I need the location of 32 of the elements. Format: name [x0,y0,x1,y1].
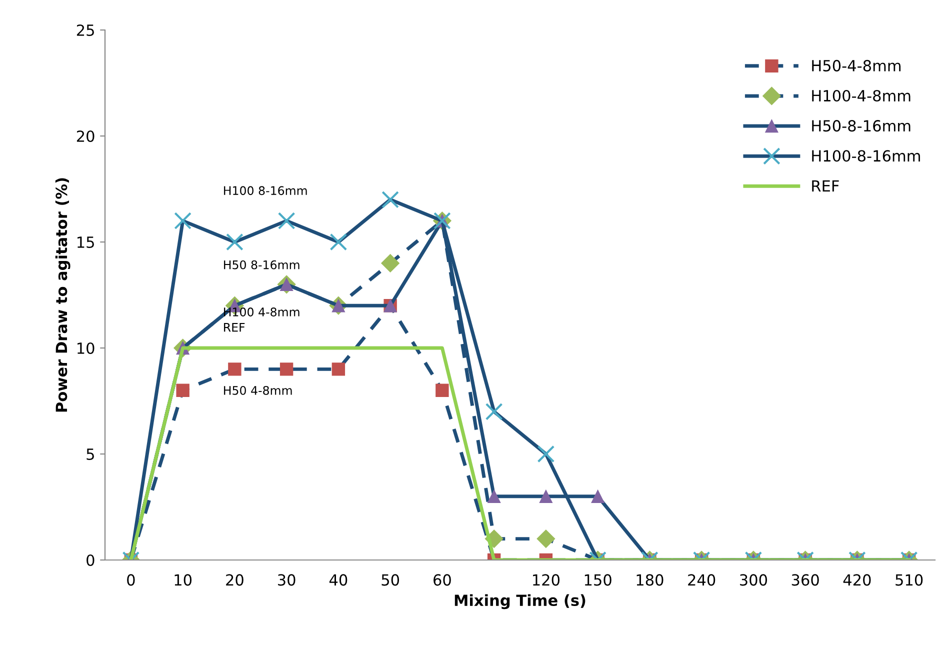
x-tick-label: 60 [434,574,451,586]
y-tick-label: 10 [78,342,94,354]
annotation: H50 8-16mm [224,260,300,270]
x-axis-title: Mixing Time (s) [454,594,586,610]
x-tick-label: 420 [843,574,871,586]
x-tick-label: 510 [896,574,923,586]
y-tick-label: 5 [86,448,94,460]
legend-label: H100-8-16mm [812,150,920,162]
x-tick-label: 0 [127,574,135,586]
x-tick-label: 150 [584,574,612,586]
y-tick-label: 0 [86,554,94,566]
legend-label: H50-4-8mm [812,60,901,72]
x-tick-label: 40 [329,574,348,586]
annotation: H50 4-8mm [224,386,292,395]
y-tick-label: 25 [76,24,94,36]
x-tick-label: 120 [533,574,560,586]
annotation: REF [224,323,245,332]
x-tick-label: 300 [740,574,768,586]
x-tick-label: 10 [174,574,192,586]
x-tick-label: 20 [226,574,244,586]
y-axis-title: Power Draw to agitator (%) [55,178,70,412]
x-tick-label: 240 [688,574,716,586]
legend-label: REF [812,180,839,192]
y-tick-label: 15 [78,236,94,248]
annotation: H100 8-16mm [224,186,307,196]
y-tick-label: 20 [76,130,94,142]
legend-label: H100-4-8mm [812,90,910,102]
x-tick-label: 360 [792,574,819,586]
legend-label: H50-8-16mm [812,120,910,132]
x-tick-label: 50 [382,574,400,586]
x-tick-label: 30 [278,574,296,586]
x-tick-label: 180 [636,574,664,586]
